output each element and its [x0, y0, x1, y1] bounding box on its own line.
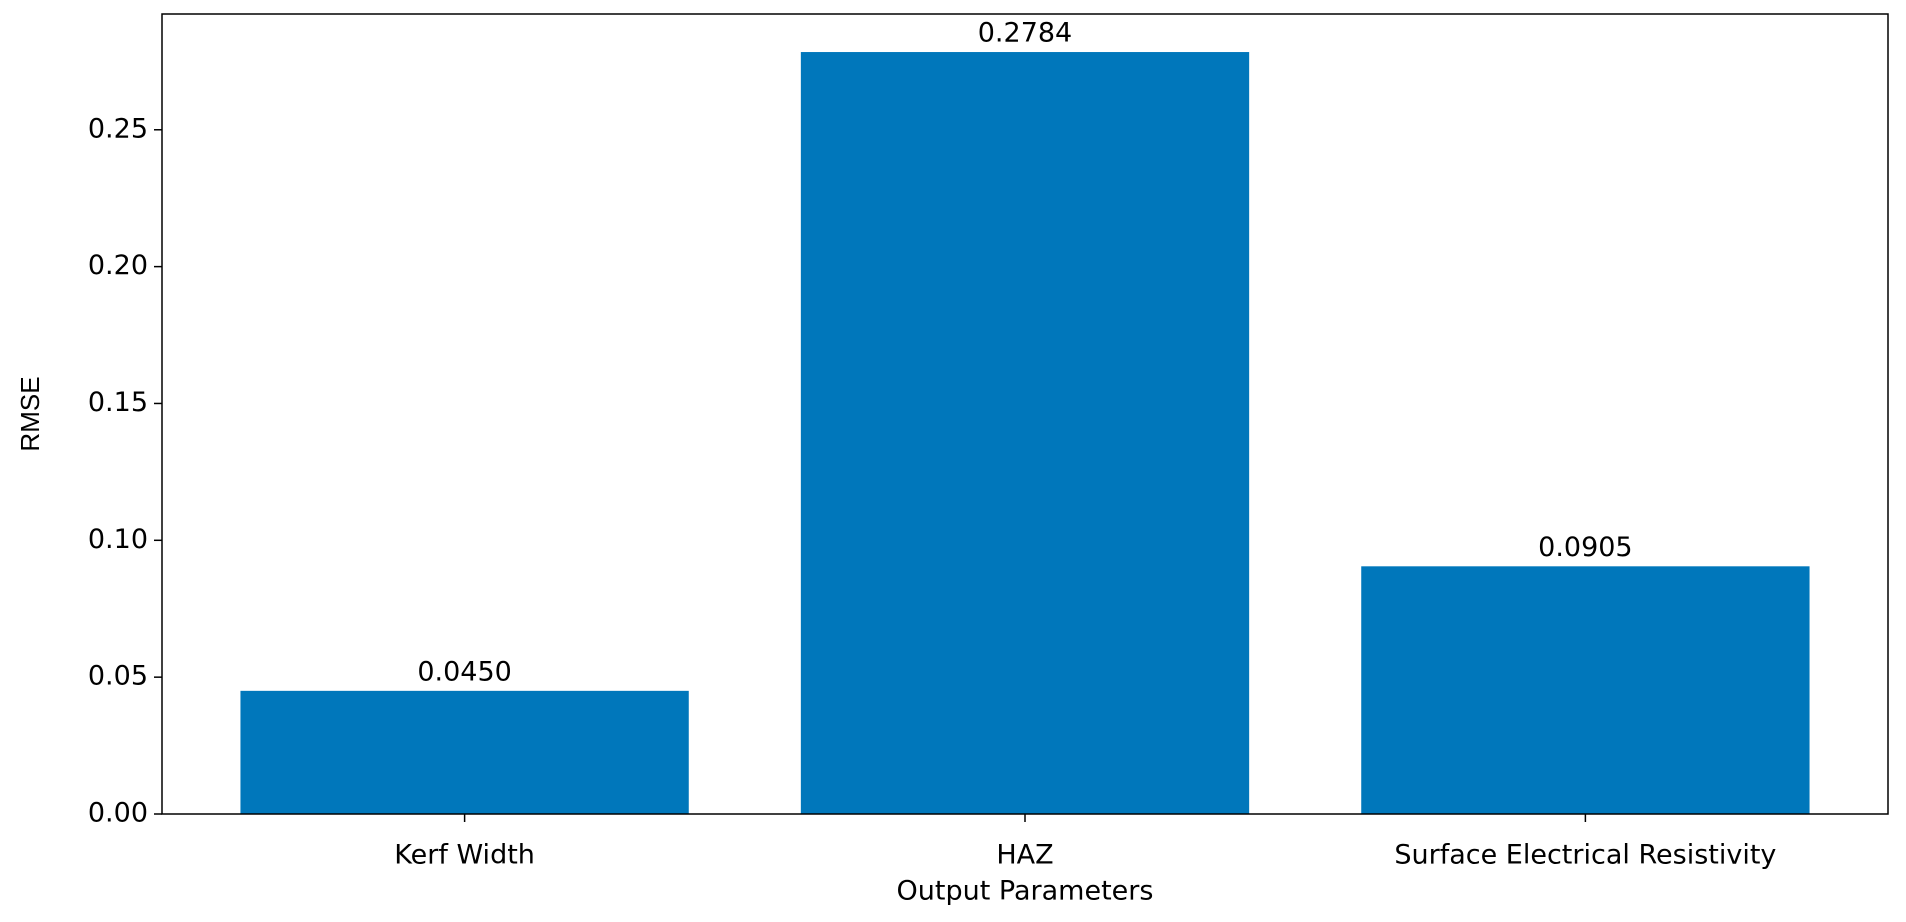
y-tick-label: 0.15 — [88, 387, 148, 418]
value-label: 0.0905 — [1538, 532, 1632, 563]
bar — [240, 690, 689, 814]
plot-frame — [161, 13, 1889, 815]
y-tick-label: 0.05 — [88, 661, 148, 692]
y-tick-label: 0.10 — [88, 524, 148, 555]
y-tick-label: 0.00 — [88, 798, 148, 829]
value-label: 0.0450 — [417, 656, 511, 687]
x-tick-label: Surface Electrical Resistivity — [1394, 840, 1776, 871]
x-tick-label: HAZ — [996, 840, 1053, 871]
bar — [800, 52, 1250, 815]
value-label: 0.2784 — [978, 18, 1072, 49]
bar — [1361, 566, 1810, 814]
y-tick-label: 0.20 — [88, 250, 148, 281]
x-tick-label: Kerf Width — [394, 840, 535, 871]
x-axis-title: Output Parameters — [897, 876, 1154, 907]
y-axis-title: RMSE — [15, 376, 45, 451]
y-tick-label: 0.25 — [88, 113, 148, 144]
